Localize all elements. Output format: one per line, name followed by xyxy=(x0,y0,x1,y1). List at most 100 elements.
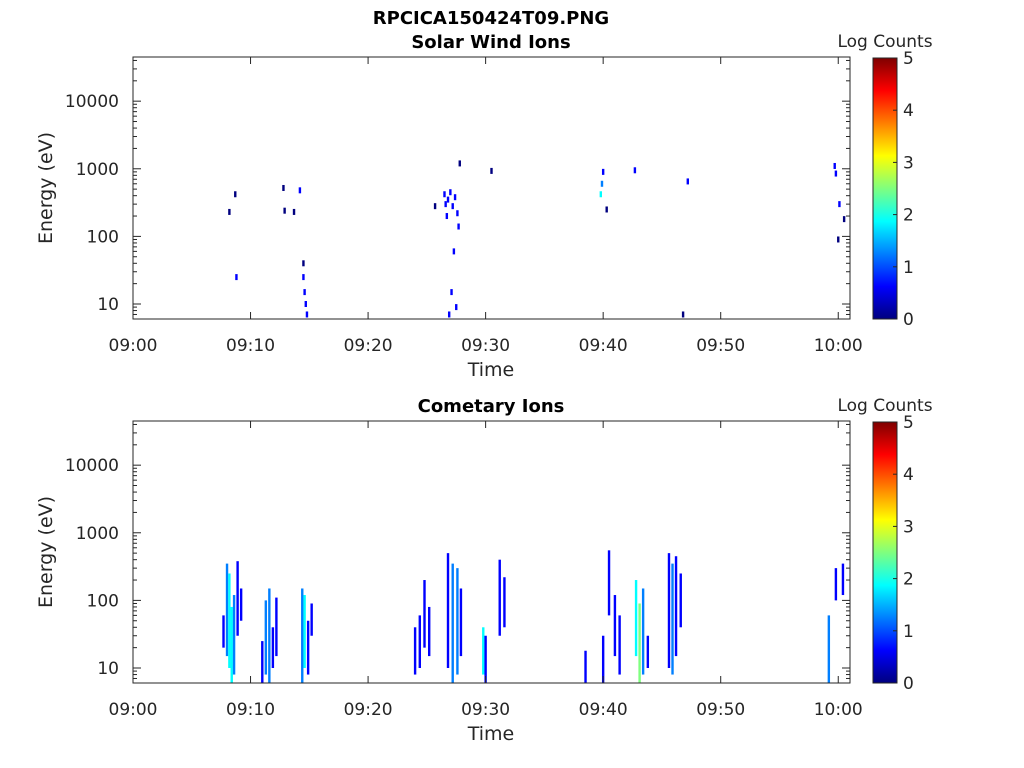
heatmap-cell xyxy=(228,208,231,215)
heatmap-cell xyxy=(304,301,307,308)
heatmap-cell xyxy=(618,615,621,675)
colorbar-tick-label: 2 xyxy=(903,570,914,590)
heatmap-cell xyxy=(674,556,678,657)
heatmap-cell xyxy=(638,603,641,683)
y-tick-label: 10000 xyxy=(65,456,119,476)
y-axis: 10 100 1000 10000 xyxy=(65,59,850,320)
heatmap-cell xyxy=(833,162,836,169)
colorbar xyxy=(872,57,898,320)
heatmap-cell xyxy=(428,606,431,657)
colorbar-tick-label: 0 xyxy=(903,674,914,694)
heatmap-cell xyxy=(600,180,604,187)
heatmap-cell xyxy=(679,573,682,628)
x-tick-label: 09:40 xyxy=(579,700,628,720)
x-tick-label: 10:00 xyxy=(814,336,863,356)
heatmap-cell xyxy=(225,563,229,657)
colorbar-tick-label: 5 xyxy=(903,413,914,433)
y-tick-label: 100 xyxy=(87,227,119,247)
heatmap-cell xyxy=(455,304,458,311)
heatmap-cell xyxy=(601,635,605,683)
x-axis: 09:00 09:10 09:20 09:30 09:40 09:50 10:00 xyxy=(109,421,863,720)
heatmap-cell xyxy=(445,213,449,220)
heatmap-cell xyxy=(605,206,608,213)
cometary-panel: Cometary Ions 09:00 09:10 09:20 09:30 09:40 0… xyxy=(35,396,933,745)
x-tick-label: 09:10 xyxy=(226,700,275,720)
heatmap-cell xyxy=(447,311,451,318)
heatmap-cell xyxy=(498,559,501,636)
x-axis-label: Time xyxy=(467,359,515,381)
y-axis: 10 100 1000 10000 xyxy=(65,423,850,684)
heatmap-cells xyxy=(228,160,846,318)
heatmap-cell xyxy=(301,588,304,683)
heatmap-cell xyxy=(283,207,286,214)
solar-wind-panel: Solar Wind Ions 09:00 09:10 09:20 09:30 09:4… xyxy=(35,32,933,381)
heatmap-cell xyxy=(230,606,233,683)
plot-frame xyxy=(132,56,851,320)
heatmap-cell xyxy=(484,635,487,683)
y-tick-label: 1000 xyxy=(76,160,119,180)
colorbar-ticks: 0 1 2 3 4 5 xyxy=(893,49,914,330)
heatmap-cell xyxy=(302,260,305,267)
x-tick-label: 09:50 xyxy=(696,336,745,356)
heatmap-cell xyxy=(305,311,309,318)
heatmap-cell xyxy=(451,563,454,683)
y-tick-label: 1000 xyxy=(76,524,119,544)
heatmap-cell xyxy=(423,580,426,648)
heatmap-cell xyxy=(306,620,310,675)
heatmap-cell xyxy=(453,194,457,201)
heatmap-cell xyxy=(584,650,587,683)
heatmap-cell xyxy=(239,588,243,621)
heatmap-cell xyxy=(222,615,225,648)
heatmap-cell xyxy=(268,588,271,683)
colorbar-tick-label: 2 xyxy=(903,206,914,226)
heatmap-cell xyxy=(834,568,838,601)
x-tick-label: 09:40 xyxy=(579,336,628,356)
heatmap-cell xyxy=(646,635,650,669)
heatmap-cell xyxy=(303,289,306,296)
heatmap-cell xyxy=(303,595,306,669)
heatmap-cell xyxy=(457,223,460,230)
heatmap-cell xyxy=(444,201,447,208)
heatmap-cell xyxy=(837,236,840,243)
heatmap-cell xyxy=(232,595,236,675)
x-tick-label: 09:00 xyxy=(109,336,158,356)
heatmap-cell xyxy=(271,627,275,669)
colorbar-label: Log Counts xyxy=(837,32,932,52)
panel-title: Cometary Ions xyxy=(418,396,565,417)
heatmap-cell xyxy=(298,187,302,194)
y-axis-label: Energy (eV) xyxy=(35,132,57,244)
x-tick-label: 09:10 xyxy=(226,336,275,356)
heatmap-cell xyxy=(275,597,278,657)
heatmap-cell xyxy=(236,561,239,636)
heatmap-cell xyxy=(458,160,461,167)
heatmap-cell xyxy=(234,191,237,198)
heatmap-cells xyxy=(222,550,845,683)
colorbar-label: Log Counts xyxy=(837,396,932,416)
colorbar-tick-label: 1 xyxy=(903,622,914,642)
heatmap-cell xyxy=(686,178,689,185)
y-tick-label: 10 xyxy=(97,295,119,315)
y-tick-label: 10000 xyxy=(65,92,119,112)
heatmap-cell xyxy=(607,550,611,616)
heatmap-cell xyxy=(443,191,446,198)
plot-frame xyxy=(132,420,851,684)
heatmap-cell xyxy=(456,210,459,217)
heatmap-cell xyxy=(459,588,463,657)
colorbar-ticks: 0 1 2 3 4 5 xyxy=(893,413,914,694)
x-tick-label: 09:00 xyxy=(109,700,158,720)
x-tick-label: 09:50 xyxy=(696,700,745,720)
heatmap-cell xyxy=(446,196,450,203)
x-tick-label: 09:30 xyxy=(461,700,510,720)
heatmap-cell xyxy=(292,208,296,215)
colorbar-tick-label: 4 xyxy=(903,465,914,485)
x-axis-label: Time xyxy=(467,723,515,745)
heatmap-cell xyxy=(842,216,846,223)
heatmap-cell xyxy=(235,274,238,281)
panel-title: Solar Wind Ions xyxy=(411,32,570,53)
heatmap-cell xyxy=(310,603,313,636)
heatmap-cell xyxy=(446,553,450,669)
heatmap-cell xyxy=(841,563,845,596)
heatmap-cell xyxy=(827,615,831,683)
colorbar xyxy=(872,421,898,684)
